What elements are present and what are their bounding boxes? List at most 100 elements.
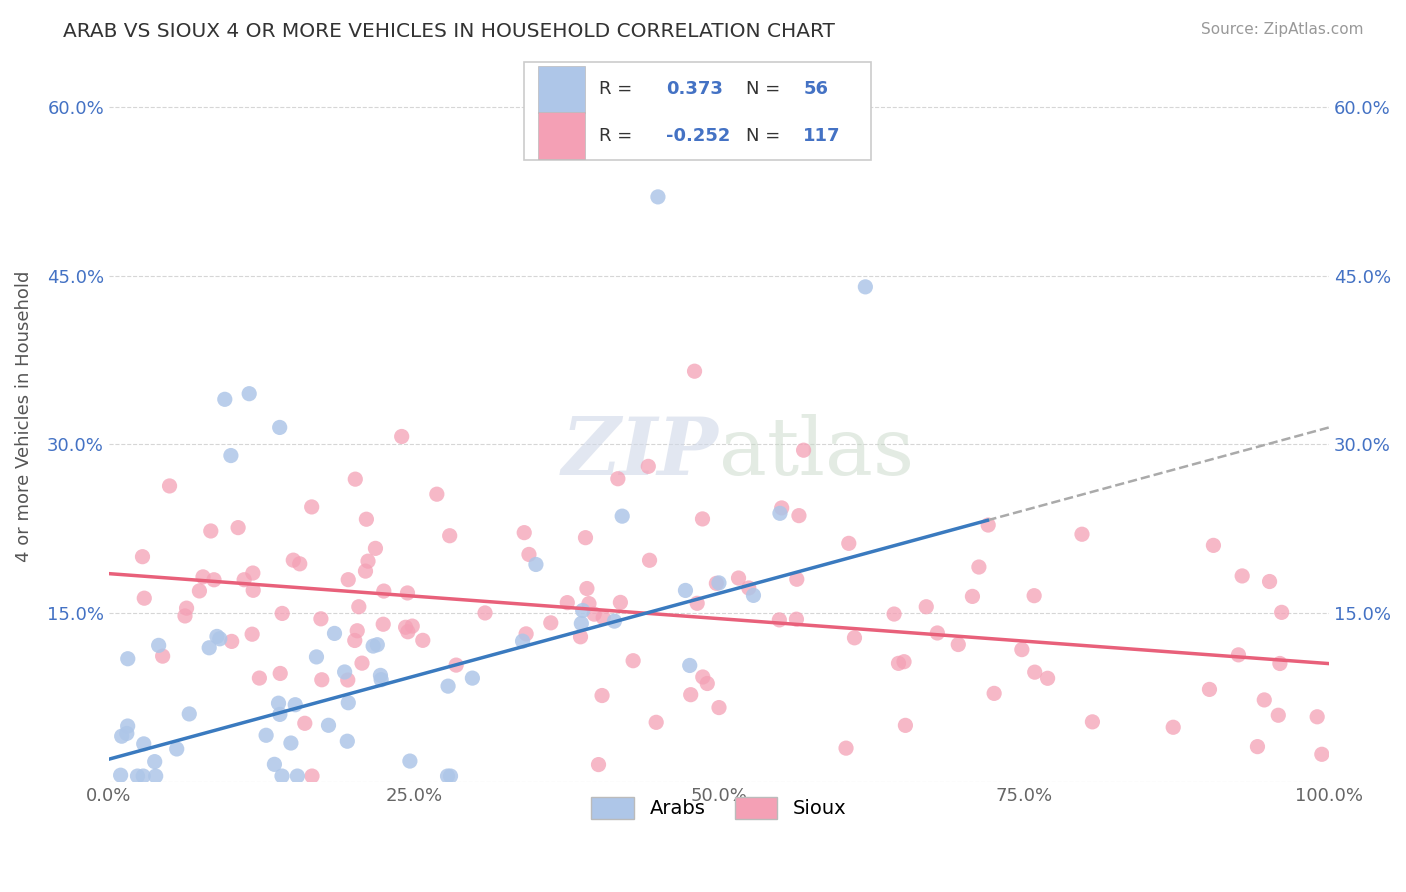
Point [645,715,668,730]
Text: 56: 56 [803,80,828,98]
Point [111,729,134,743]
Point [894,718,917,732]
Point [692,670,714,684]
Point [391,429,413,443]
Point [240,627,263,641]
Point [283,553,305,567]
Point [927,626,949,640]
Point [370,668,392,682]
Point [738,581,761,595]
Point [373,584,395,599]
Text: Source: ZipAtlas.com: Source: ZipAtlas.com [1201,22,1364,37]
Point [396,624,419,639]
Point [301,500,323,514]
Point [948,638,970,652]
Point [356,512,378,526]
Point [271,769,294,783]
Point [205,629,228,643]
Point [569,630,592,644]
Point [166,742,188,756]
Point [1230,569,1253,583]
Point [347,599,370,614]
Point [301,769,323,783]
Text: N =: N = [745,127,786,145]
Point [208,632,231,646]
Point [591,689,613,703]
Point [977,518,1000,533]
Point [555,596,578,610]
Point [198,640,221,655]
Point [242,566,264,580]
Point [621,654,644,668]
Point [285,769,308,783]
Point [269,666,291,681]
Point [214,392,236,407]
Legend: Arabs, Sioux: Arabs, Sioux [583,789,855,827]
Point [887,657,910,671]
Point [288,557,311,571]
Point [373,617,395,632]
Point [770,500,793,515]
Point [401,619,423,633]
Point [269,707,291,722]
Point [571,603,593,617]
Point [967,560,990,574]
Point [337,573,360,587]
FancyBboxPatch shape [523,62,872,161]
Point [280,736,302,750]
Point [323,626,346,640]
Point [1198,682,1220,697]
Point [284,698,307,712]
Point [1024,665,1046,680]
Point [188,583,211,598]
Point [1310,747,1333,762]
Point [242,583,264,598]
Point [512,634,534,648]
Point [853,280,876,294]
Point [439,529,461,543]
Point [269,420,291,434]
Point [357,554,380,568]
Point [524,558,547,572]
Point [439,769,461,783]
Point [233,573,256,587]
Y-axis label: 4 or more Vehicles in Household: 4 or more Vehicles in Household [15,270,32,562]
Point [588,757,610,772]
Point [835,741,858,756]
Point [1246,739,1268,754]
Point [612,509,634,524]
Point [145,769,167,783]
Text: ZIP: ZIP [562,414,718,491]
Point [461,671,484,685]
Point [399,754,422,768]
Point [785,612,807,626]
Point [793,443,815,458]
Point [318,718,340,732]
Text: -0.252: -0.252 [666,127,731,145]
Point [637,459,659,474]
Point [294,716,316,731]
Point [962,590,984,604]
Point [333,665,356,679]
Point [191,570,214,584]
Point [513,525,536,540]
Point [176,601,198,615]
Point [915,599,938,614]
Point [787,508,810,523]
Text: N =: N = [745,80,786,98]
Point [844,631,866,645]
Point [311,673,333,687]
Point [1024,589,1046,603]
Point [679,658,702,673]
Point [412,633,434,648]
Point [134,591,156,606]
Point [343,633,366,648]
Point [742,588,765,602]
Point [1011,642,1033,657]
Point [247,671,270,685]
Point [436,769,458,783]
Point [838,536,860,550]
Point [1271,605,1294,619]
Point [768,613,790,627]
Point [132,737,155,751]
